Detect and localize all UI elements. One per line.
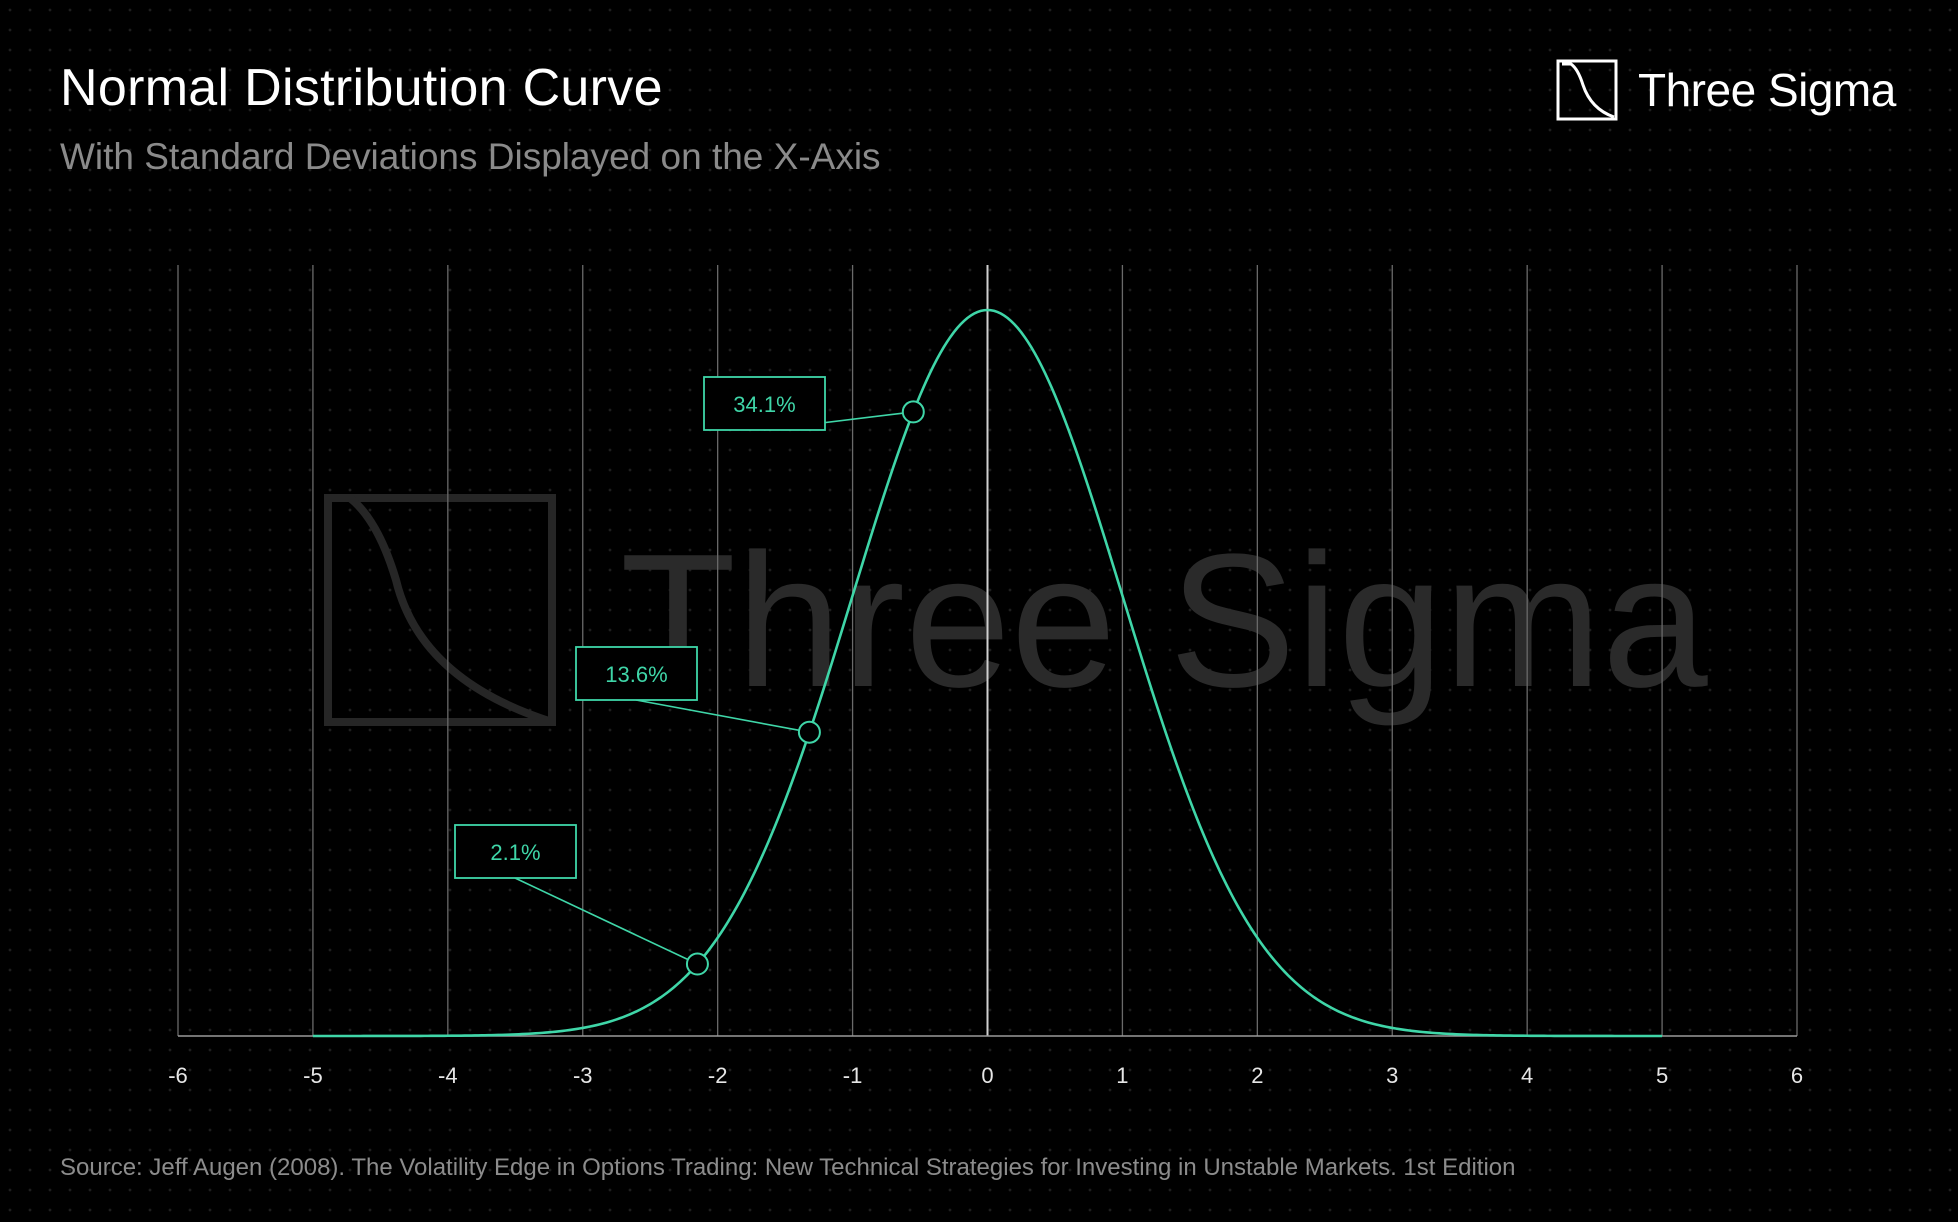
- annotation-label: 2.1%: [490, 840, 540, 865]
- x-tick-label: 5: [1656, 1063, 1668, 1088]
- three-sigma-logo-icon: [1556, 59, 1618, 121]
- x-tick-label: 4: [1521, 1063, 1533, 1088]
- watermark-text: Three Sigma: [620, 515, 1708, 727]
- annotation-label: 34.1%: [733, 392, 795, 417]
- x-tick-label: -3: [573, 1063, 593, 1088]
- x-tick-label: -2: [708, 1063, 728, 1088]
- annotation-callout: 2.1%: [454, 824, 709, 976]
- x-tick-label: 2: [1251, 1063, 1263, 1088]
- watermark-logo-curve: [328, 494, 554, 726]
- x-tick-label: -6: [168, 1063, 188, 1088]
- watermark-logo-icon: [324, 494, 556, 726]
- annotation-leader-line: [635, 699, 810, 733]
- annotation-label: 13.6%: [605, 662, 667, 687]
- annotation-leader-line: [514, 877, 698, 965]
- annotations: 34.1% 13.6% 2.1%: [454, 376, 925, 976]
- x-tick-label: -5: [303, 1063, 323, 1088]
- x-axis-ticks: -6 -5 -4 -3 -2 -1 0 1 2 3 4 5 6: [168, 1063, 1803, 1088]
- watermark: Three Sigma: [324, 494, 1708, 727]
- chart-subtitle: With Standard Deviations Displayed on th…: [60, 136, 881, 177]
- chart-title: Normal Distribution Curve: [60, 59, 663, 117]
- brand-logo: Three Sigma: [1556, 58, 1896, 122]
- x-tick-label: 6: [1791, 1063, 1803, 1088]
- x-tick-label: 0: [981, 1063, 993, 1088]
- normal-distribution-curve: [312, 308, 1663, 1038]
- grid-layer: [177, 265, 1798, 1036]
- x-tick-label: -4: [438, 1063, 458, 1088]
- annotation-box: [575, 646, 698, 701]
- brand-name: Three Sigma: [1638, 64, 1896, 116]
- x-tick-label: 3: [1386, 1063, 1398, 1088]
- x-tick-label: 1: [1116, 1063, 1128, 1088]
- source-note: Source: Jeff Augen (2008). The Volatilit…: [60, 1154, 1516, 1181]
- annotation-marker: [797, 720, 821, 744]
- annotation-box: [454, 824, 577, 879]
- annotation-box: [703, 376, 826, 431]
- annotation-callout: 34.1%: [703, 376, 925, 431]
- annotation-marker: [685, 952, 709, 976]
- annotation-callout: 13.6%: [575, 646, 821, 744]
- annotation-marker: [901, 400, 925, 424]
- x-tick-label: -1: [843, 1063, 863, 1088]
